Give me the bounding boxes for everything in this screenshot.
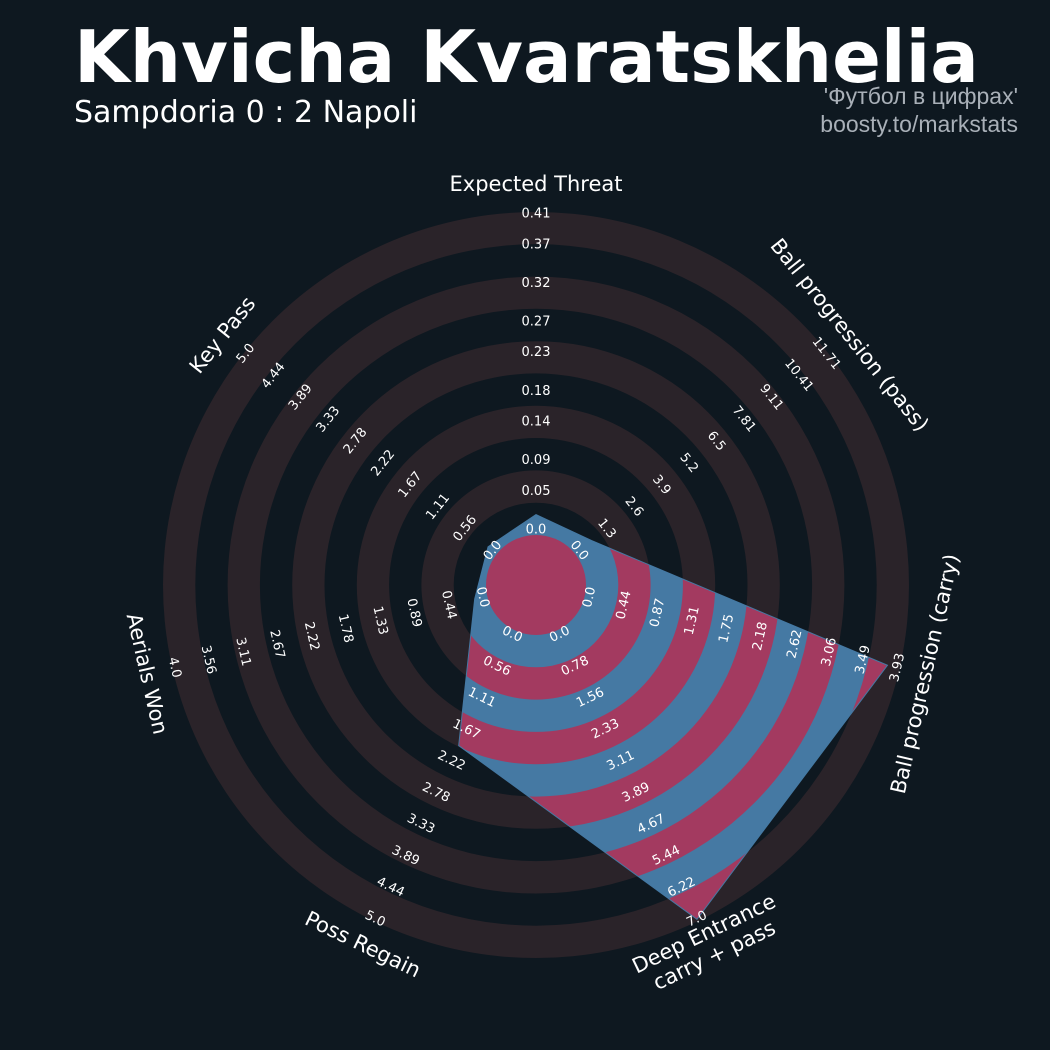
tick-label: 0.0 [526, 523, 547, 538]
tick-label: 0.87 [647, 597, 668, 629]
tick-label: 1.78 [335, 613, 356, 645]
tick-label: 0.23 [522, 345, 551, 360]
tick-label: 3.11 [232, 636, 253, 668]
radar-fill [458, 514, 888, 920]
ring [486, 535, 586, 635]
tick-label: 0.44 [614, 589, 635, 621]
tick-label: 0.14 [522, 415, 551, 430]
tick-label: 4.0 [165, 656, 184, 680]
tick-label: 1.33 [369, 605, 390, 637]
tick-label: 3.93 [887, 652, 908, 684]
tick-label: 0.37 [522, 237, 551, 252]
tick-label: 3.49 [853, 644, 874, 676]
tick-label: 3.56 [198, 644, 219, 676]
radar-polygon [458, 514, 889, 920]
tick-label: 0.32 [522, 276, 551, 291]
tick-label: 2.18 [750, 620, 771, 652]
tick-label: 0.89 [403, 597, 424, 629]
tick-label: 0.0 [580, 585, 599, 609]
annotation: boosty.to/markstats [820, 111, 1018, 137]
tick-label: 0.44 [438, 589, 459, 621]
tick-label: 0.27 [522, 314, 551, 329]
tick-label: 1.75 [716, 613, 737, 645]
chart-subtitle: Sampdoria 0 : 2 Napoli [74, 95, 417, 130]
tick-label: 0.09 [522, 453, 551, 468]
tick-label: 0.0 [473, 585, 492, 609]
axis-label: Expected Threat [450, 172, 623, 196]
tick-label: 3.06 [819, 636, 840, 668]
tick-label: 2.67 [266, 628, 287, 660]
tick-label: 0.05 [522, 484, 551, 499]
tick-label: 2.62 [784, 628, 805, 660]
tick-label: 0.41 [522, 207, 551, 222]
tick-label: 0.18 [522, 384, 551, 399]
tick-label: 2.22 [301, 620, 322, 652]
chart-title: Khvicha Kvaratskhelia [74, 15, 979, 99]
tick-label: 1.31 [682, 605, 703, 637]
annotation: 'Футбол в цифрах' [824, 83, 1018, 109]
